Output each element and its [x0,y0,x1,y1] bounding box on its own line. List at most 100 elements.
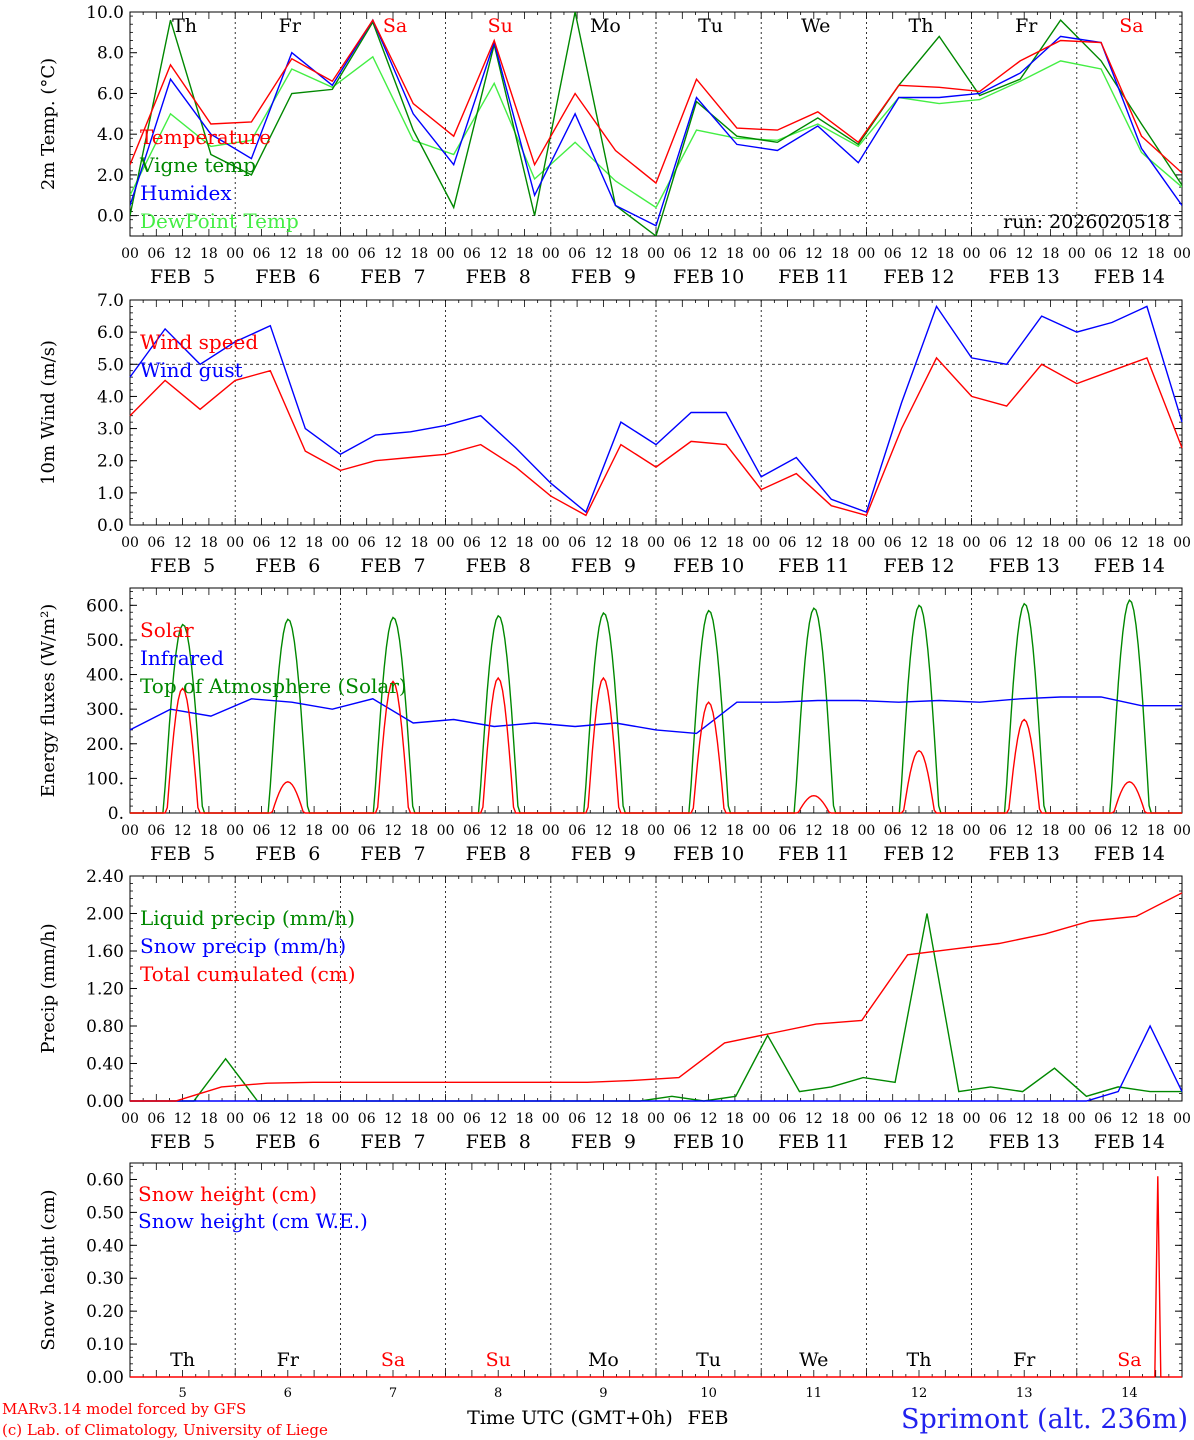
hour-tick-label: 06 [989,246,1007,262]
hour-tick-label: 06 [779,823,797,839]
legend-entry: Liquid precip (mm/h) [140,906,355,930]
day-number: 13 [1016,1386,1033,1401]
series-line-wind-speed [129,356,1183,517]
date-label: FEB 11 [778,555,849,577]
weekday-label: We [799,1349,828,1371]
hour-tick-label: 06 [673,823,691,839]
hour-tick-label: 18 [1042,535,1060,551]
hour-tick-label: 00 [1173,535,1191,551]
weekday-label: Mo [588,1349,619,1371]
hour-tick-label: 18 [410,535,428,551]
hour-tick-label: 06 [989,535,1007,551]
hour-tick-label: 06 [884,823,902,839]
hour-tick-label: 00 [226,823,244,839]
hour-tick-label: 12 [1120,823,1138,839]
y-tick-label: 1.60 [86,942,124,962]
y-tick-label: 4.0 [97,125,124,145]
legend-entry: Snow height (cm) [138,1182,317,1206]
hour-tick-label: 12 [805,823,823,839]
date-label: FEB 10 [673,555,744,577]
hour-tick-label: 18 [200,1111,218,1127]
date-label: FEB 7 [360,1131,425,1153]
date-label: FEB 7 [360,266,425,288]
hour-tick-label: 12 [1120,1111,1138,1127]
hour-tick-label: 12 [700,535,718,551]
hour-tick-label: 18 [831,535,849,551]
hour-tick-label: 12 [489,246,507,262]
date-label: FEB 11 [778,843,849,865]
date-label: FEB 6 [255,555,320,577]
hour-tick-label: 06 [463,246,481,262]
legend-entry: Snow height (cm W.E.) [138,1209,368,1233]
hour-tick-label: 18 [831,1111,849,1127]
series-line-dewpoint-temp [130,55,1182,209]
hour-tick-label: 12 [279,246,297,262]
hour-tick-label: 06 [884,246,902,262]
panel-snow: 0.00 0.10 0.20 0.30 0.40 0.50 0.60 Snow height … [38,1162,1183,1401]
hour-tick-label: 12 [174,246,192,262]
y-tick-label: 0.30 [86,1269,124,1289]
date-label: FEB 8 [466,1131,531,1153]
hour-tick-label: 00 [121,246,139,262]
temp-series [130,12,1182,236]
y-tick-label: 0.80 [86,1017,124,1037]
hour-tick-label: 12 [910,535,928,551]
hour-tick-label: 12 [1015,823,1033,839]
hour-tick-label: 12 [174,1111,192,1127]
hour-tick-label: 18 [1147,823,1165,839]
legend-entry: Temperature [140,125,271,149]
hour-tick-label: 18 [516,1111,534,1127]
hour-tick-label: 00 [331,1111,349,1127]
weekday-label: Tu [698,15,723,37]
date-label: FEB 12 [883,555,954,577]
hour-tick-label: 00 [542,246,560,262]
hour-tick-label: 06 [1094,1111,1112,1127]
legend-entry: Top of Atmosphere (Solar) [140,674,407,698]
hour-tick-label: 18 [621,1111,639,1127]
hour-tick-label: 00 [963,535,981,551]
hour-tick-label: 06 [463,823,481,839]
hour-tick-label: 06 [358,823,376,839]
hour-tick-label: 12 [910,246,928,262]
hour-tick-label: 00 [1173,1111,1191,1127]
hour-tick-label: 18 [1147,1111,1165,1127]
day-number: 7 [389,1386,397,1401]
hour-tick-label: 00 [963,1111,981,1127]
hour-tick-label: 06 [463,1111,481,1127]
hour-tick-label: 12 [279,823,297,839]
hour-tick-label: 18 [726,246,744,262]
date-label: FEB 14 [1094,843,1165,865]
date-label: FEB 6 [255,843,320,865]
hour-tick-label: 00 [226,246,244,262]
hour-tick-label: 00 [542,823,560,839]
weekday-label: Fr [1013,1349,1036,1371]
hour-tick-label: 06 [673,535,691,551]
hour-tick-label: 06 [253,823,271,839]
hour-tick-label: 06 [1094,246,1112,262]
hour-tick-label: 00 [331,246,349,262]
hour-tick-label: 18 [831,246,849,262]
legend-entry: Total cumulated (cm) [140,962,356,986]
y-tick-label: 0.50 [86,1203,124,1223]
hour-tick-label: 06 [358,535,376,551]
y-tick-label: 5.0 [97,355,124,375]
date-label: FEB 9 [571,266,636,288]
hour-tick-label: 12 [1015,535,1033,551]
weekday-label: Fr [279,15,302,37]
y-tick-label: 400. [86,666,124,686]
hour-tick-label: 18 [516,535,534,551]
hour-tick-label: 06 [779,535,797,551]
hour-tick-label: 18 [1042,246,1060,262]
hour-tick-label: 00 [1068,246,1086,262]
hour-tick-label: 00 [857,1111,875,1127]
day-number: 9 [599,1386,607,1401]
y-tick-label: 200. [86,735,124,755]
y-tick-label: 0.0 [97,516,124,536]
hour-tick-label: 06 [884,535,902,551]
hour-tick-label: 00 [647,246,665,262]
date-label: FEB 5 [150,843,215,865]
y-tick-label: 6.0 [97,323,124,343]
hour-tick-label: 12 [279,1111,297,1127]
date-label: FEB 11 [778,266,849,288]
